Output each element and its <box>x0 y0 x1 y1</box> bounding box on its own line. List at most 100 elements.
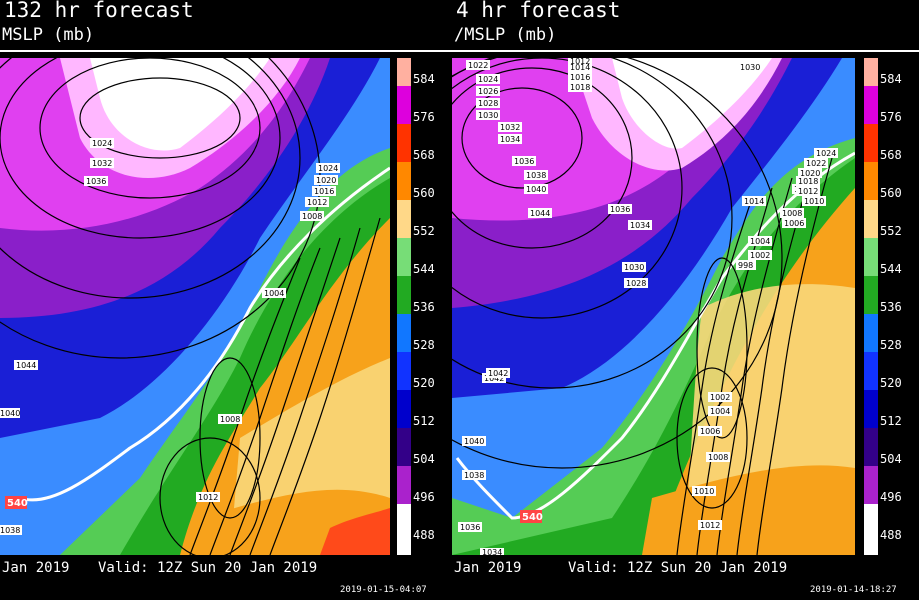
isobar-label: 1014 <box>744 197 764 206</box>
isobar-label: 1040 <box>526 185 546 194</box>
panel-subtitle: /MSLP (mb) <box>454 25 557 45</box>
isobar-label: 1024 <box>478 75 498 84</box>
run-timestamp: 2019-01-15-04:07 <box>340 585 427 595</box>
isobar-label: 1016 <box>570 73 590 82</box>
colorbar: 584 576 568 560 552 544 536 528 520 512 … <box>395 58 452 555</box>
colorbar-label: 560 <box>880 186 902 200</box>
isobar-label: 1038 <box>526 171 546 180</box>
isobar-label: 1030 <box>740 63 760 72</box>
colorbar: 584 576 568 560 552 544 536 528 520 512 … <box>862 58 919 555</box>
colorbar-label: 536 <box>880 300 902 314</box>
isobar-label: 998 <box>738 261 753 270</box>
isobar-label: 1008 <box>708 453 728 462</box>
colorbar-label: 504 <box>413 452 435 466</box>
isobar-label: 1022 <box>468 61 488 70</box>
colorbar-label: 536 <box>413 300 435 314</box>
isobar-label: 1004 <box>710 407 730 416</box>
isobar-label: 1018 <box>570 83 590 92</box>
isobar-label: 1012 <box>307 198 327 207</box>
isobar-label: 1040 <box>464 437 484 446</box>
isobar-label: 1002 <box>750 251 770 260</box>
isobar-label: 1024 <box>92 139 112 148</box>
isobar-label: 1020 <box>800 169 820 178</box>
isobar-label: 1008 <box>782 209 802 218</box>
isobar-label: 1034 <box>482 548 502 555</box>
isobar-label: 1036 <box>610 205 630 214</box>
isobar-label: 1004 <box>750 237 770 246</box>
isobar-label: 1042 <box>488 369 508 378</box>
isobar-label: 1010 <box>804 197 824 206</box>
isobar-label: 1010 <box>694 487 714 496</box>
colorbar-label: 512 <box>413 414 435 428</box>
colorbar-label: 496 <box>413 490 435 504</box>
isobar-label: 1006 <box>784 219 804 228</box>
isobar-label: 1028 <box>626 279 646 288</box>
colorbar-label: 560 <box>413 186 435 200</box>
isobar-label: 1034 <box>500 135 520 144</box>
isobar-label: 1038 <box>464 471 484 480</box>
isobar-label: 1036 <box>460 523 480 532</box>
panel-subtitle: MSLP (mb) <box>2 25 95 45</box>
isobar-label: 1018 <box>798 177 818 186</box>
isobar-label: 1024 <box>318 164 338 173</box>
valid-time: Valid: 12Z Sun 20 Jan 2019 <box>98 560 318 576</box>
isobar-label: 1032 <box>92 159 112 168</box>
colorbar-label: 488 <box>880 528 902 542</box>
valid-time: Valid: 12Z Sun 20 Jan 2019 <box>568 560 788 576</box>
run-timestamp: 2019-01-14-18:27 <box>810 585 897 595</box>
isobar-label: 1006 <box>700 427 720 436</box>
colorbar-label: 528 <box>880 338 902 352</box>
isobar-label: 1028 <box>478 99 498 108</box>
isobar-label: 1044 <box>16 361 36 370</box>
isobar-label: 1024 <box>816 149 836 158</box>
left-panel: 132 hr forecast MSLP (mb) <box>0 0 452 600</box>
colorbar-label: 520 <box>880 376 902 390</box>
isobar-label: 1014 <box>570 63 590 72</box>
colorbar-label: 496 <box>880 490 902 504</box>
colorbar-label: 544 <box>413 262 435 276</box>
isobar-label: 1012 <box>198 493 218 502</box>
divider <box>0 50 452 52</box>
colorbar-label: 488 <box>413 528 435 542</box>
isobar-label: 1040 <box>0 409 20 418</box>
isobar-label: 1012 <box>700 521 720 530</box>
colorbar-label: 568 <box>413 148 435 162</box>
colorbar-label: 512 <box>880 414 902 428</box>
isobar-label: 1036 <box>514 157 534 166</box>
divider <box>452 50 919 52</box>
init-date: Jan 2019 <box>454 560 522 576</box>
isobar-label: 1042 <box>484 374 504 383</box>
colorbar-label: 528 <box>413 338 435 352</box>
isobar-label: 1034 <box>630 221 650 230</box>
right-panel: 4 hr forecast /MSLP (mb) <box>452 0 919 600</box>
colorbar-label: 504 <box>880 452 902 466</box>
isobar-label: 1002 <box>710 393 730 402</box>
forecast-map: 1022 1024 1026 1028 1030 1032 1034 1036 … <box>452 58 855 555</box>
thickness-540-label: 540 <box>7 498 28 509</box>
colorbar-label: 584 <box>413 72 435 86</box>
isobar-label: 1044 <box>530 209 550 218</box>
isobar-label: 1004 <box>264 289 284 298</box>
init-date: Jan 2019 <box>2 560 70 576</box>
isobar-label: 1036 <box>86 177 106 186</box>
isobar-label: 1026 <box>478 87 498 96</box>
thickness-540-label: 540 <box>522 512 543 523</box>
isobar-label: 1022 <box>806 159 826 168</box>
colorbar-label: 576 <box>413 110 435 124</box>
forecast-map: 1024 1032 1036 1024 1020 1016 1012 1008 … <box>0 58 390 555</box>
colorbar-label: 552 <box>880 224 902 238</box>
colorbar-label: 544 <box>880 262 902 276</box>
colorbar-label: 576 <box>880 110 902 124</box>
isobar-label: 1012 <box>570 58 590 66</box>
colorbar-label: 568 <box>880 148 902 162</box>
isobar-label: 1008 <box>220 415 240 424</box>
colorbar-label: 520 <box>413 376 435 390</box>
colorbar-label: 552 <box>413 224 435 238</box>
colorbar-label: 584 <box>880 72 902 86</box>
isobar-label: 1038 <box>0 526 20 535</box>
isobar-label: 1012 <box>798 187 818 196</box>
isobar-label: 1032 <box>500 123 520 132</box>
isobar-label: 1030 <box>624 263 644 272</box>
panel-title: 132 hr forecast <box>4 0 194 22</box>
panel-title: 4 hr forecast <box>456 0 621 22</box>
